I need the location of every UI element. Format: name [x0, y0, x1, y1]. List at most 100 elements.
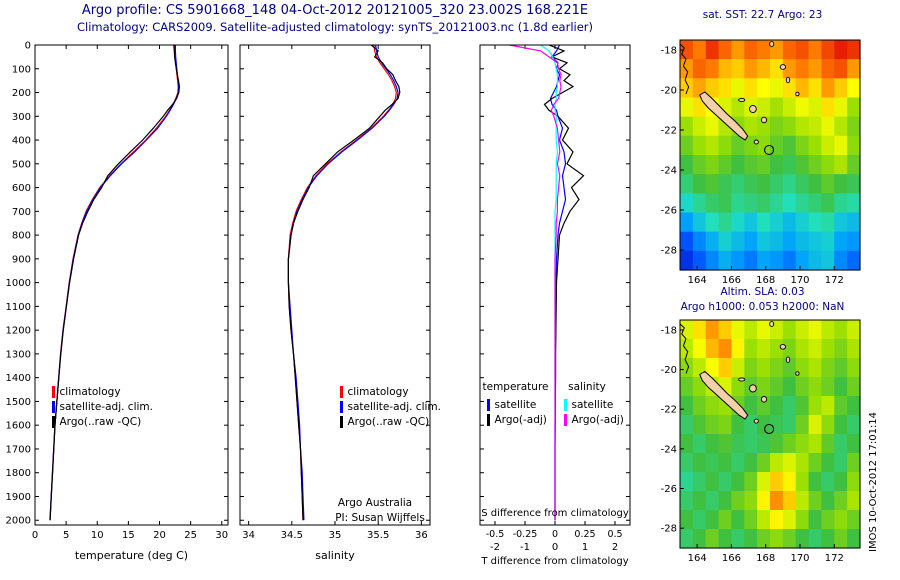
sla-heat-cell — [757, 415, 771, 435]
sst-heat-cell — [821, 212, 835, 233]
small-island — [760, 116, 768, 124]
sla-heat-cell — [744, 396, 758, 416]
sst-heat-cell — [718, 193, 733, 214]
sst-heat-cell — [795, 97, 810, 118]
sla-heat-cell — [795, 529, 810, 549]
sst-heat-cell — [731, 40, 745, 60]
t-argo-line-sample — [487, 413, 490, 426]
sst-heat-cell — [680, 155, 694, 175]
sla-heat-cell — [821, 320, 835, 340]
sla-heat-cell — [692, 453, 707, 473]
sla-heat-cell — [692, 320, 707, 340]
sst-heat-cell — [692, 40, 707, 60]
tick-label: 700 — [12, 207, 31, 218]
sst-heat-cell — [808, 40, 823, 60]
sla-heat-cell — [795, 396, 810, 416]
sla-heat-cell — [731, 529, 745, 549]
sst-heat-cell — [718, 59, 733, 79]
tick-label: 164 — [688, 553, 707, 564]
sla-heat-cell — [782, 434, 797, 454]
sst-heat-cell — [680, 40, 694, 60]
diff-legend-salinity-header: salinity — [568, 381, 606, 393]
sla-heat-cell — [705, 453, 720, 473]
sla-heat-cell — [770, 377, 784, 397]
sla-heat-cell — [718, 453, 733, 473]
sla-heat-cell — [847, 377, 861, 397]
small-island — [753, 418, 759, 424]
sst-heat-cell — [808, 135, 823, 156]
sst-heat-cell — [757, 40, 771, 60]
sla-heat-cell — [847, 434, 861, 454]
sla-heat-cell — [692, 434, 707, 454]
sla-heat-cell — [808, 434, 823, 454]
sst-heat-cell — [808, 59, 823, 79]
sla-heat-cell — [757, 377, 771, 397]
tick-label: 36 — [415, 530, 428, 541]
sst-heat-cell — [770, 231, 784, 252]
legend-label: satellite — [494, 398, 537, 411]
sla-heat-cell — [770, 453, 784, 473]
imos-watermark: IMOS 10-Oct-2012 17:01:14 — [868, 411, 879, 552]
sst-heat-cell — [718, 231, 733, 252]
sla-heat-cell — [795, 510, 810, 530]
sst-heat-cell — [757, 116, 771, 137]
sla-heat-cell — [731, 377, 745, 397]
sla-heat-cell — [782, 491, 797, 511]
sla-heat-cell — [692, 415, 707, 435]
new-caledonia-island — [699, 91, 749, 141]
sla-heat-cell — [770, 491, 784, 511]
sst-heat-cell — [680, 212, 694, 233]
tick-label: 35.5 — [367, 530, 389, 541]
tick-label: 1000 — [6, 278, 31, 289]
sla-heat-cell — [705, 320, 720, 340]
sla-map-title-line2: Argo h1000: 0.053 h2000: NaN — [680, 301, 845, 313]
tick-label: -18 — [661, 46, 677, 57]
new-caledonia-island — [699, 370, 749, 420]
tick-label: 300 — [12, 112, 31, 123]
difference-line-t — [543, 44, 585, 521]
legend-item-argo-raw: Argo(..raw -QC) — [52, 415, 141, 428]
sst-heat-cell — [680, 231, 694, 252]
sla-heat-cell — [821, 529, 835, 549]
small-island — [795, 371, 800, 376]
sst-heat-cell — [692, 193, 707, 214]
sst-heat-cell — [782, 40, 797, 60]
sst-heat-cell — [757, 135, 771, 156]
sla-heat-cell — [718, 339, 733, 359]
sla-heat-cell — [731, 472, 745, 492]
sla-heat-cell — [847, 510, 861, 530]
sst-heat-cell — [731, 250, 745, 271]
axes-box — [679, 39, 861, 271]
tick-label: 1500 — [6, 397, 31, 408]
tick-label: 166 — [722, 275, 741, 286]
sla-heat-cell — [744, 491, 758, 511]
sst-heat-cell — [847, 193, 861, 214]
sla-heat-cell — [718, 415, 733, 435]
sst-heat-cell — [834, 116, 848, 137]
sst-heat-cell — [744, 193, 758, 214]
sst-heat-cell — [705, 135, 720, 156]
tick-label: 1900 — [6, 492, 31, 503]
sst-heat-cell — [757, 97, 771, 118]
tick-label: -0.25 — [513, 529, 538, 540]
sla-heat-cell — [782, 415, 797, 435]
legend-label: climatology — [347, 385, 409, 398]
sla-heat-cell — [821, 339, 835, 359]
tick-label: 1 — [582, 542, 588, 553]
sla-heat-cell — [834, 453, 848, 473]
small-island — [785, 76, 791, 84]
tick-label: 900 — [12, 254, 31, 265]
sst-heat-cell — [718, 174, 733, 194]
s-argo-line-sample — [564, 413, 567, 426]
sst-heat-cell — [692, 116, 707, 137]
tick-label: 0.25 — [574, 529, 595, 540]
sst-heat-cell — [795, 174, 810, 194]
sst-heat-cell — [834, 78, 848, 99]
tick-label: -26 — [661, 484, 677, 495]
sst-heat-cell — [770, 135, 784, 156]
satellite-adj-line-sample — [340, 400, 343, 413]
sla-heat-cell — [692, 529, 707, 549]
sst-heat-cell — [680, 250, 694, 271]
sla-heat-cell — [770, 396, 784, 416]
sst-heat-cell — [692, 174, 707, 194]
